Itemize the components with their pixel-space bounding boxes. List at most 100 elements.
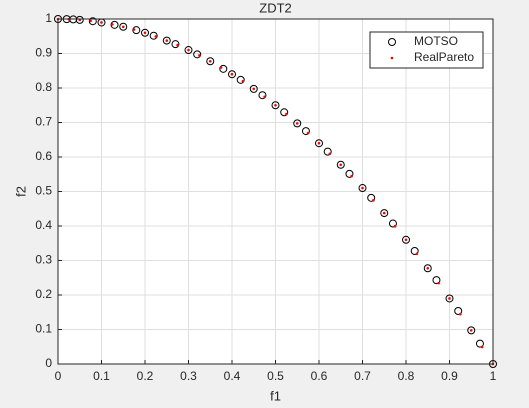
circle-marker [249, 84, 258, 93]
circle-marker [367, 193, 376, 202]
dot-marker [143, 31, 147, 35]
circle-marker [119, 22, 128, 31]
dot-marker [426, 266, 430, 270]
chart-title: ZDT2 [259, 0, 292, 15]
circle-marker [388, 219, 397, 228]
circle-marker [171, 40, 180, 49]
circle-marker [454, 307, 463, 316]
circle-marker [402, 235, 410, 244]
y-tick-label: 0.6 [35, 149, 52, 163]
y-tick-label: 0.4 [35, 218, 52, 232]
circle-marker [141, 28, 149, 37]
dot-marker [459, 312, 462, 316]
dot-marker [176, 43, 179, 47]
circle-marker [184, 46, 193, 55]
circle-marker [271, 101, 280, 110]
circle-marker [280, 108, 289, 117]
y-tick-label: 0.9 [35, 46, 52, 60]
dot-marker [404, 238, 408, 242]
dot-marker [132, 28, 136, 31]
dot-marker [328, 152, 332, 156]
circle-marker [388, 38, 396, 46]
circle-marker [193, 50, 202, 59]
dot-marker [382, 211, 386, 215]
circle-marker [336, 160, 345, 169]
circle-marker [380, 209, 389, 218]
dot-marker [390, 56, 394, 60]
dot-marker [415, 252, 419, 256]
dot-marker [252, 87, 256, 91]
circle-marker [410, 246, 419, 255]
dot-marker [100, 21, 103, 24]
x-tick-label: 0.6 [311, 369, 328, 383]
circle-marker [219, 64, 228, 73]
circle-marker [258, 91, 267, 100]
circle-marker [323, 147, 332, 156]
dot-marker [208, 59, 212, 63]
x-tick-label: 1 [490, 369, 497, 383]
dot-marker [230, 72, 234, 76]
circle-marker [206, 57, 215, 66]
circle-marker [467, 326, 476, 335]
y-tick-label: 0.3 [35, 253, 52, 267]
x-tick-label: 0.9 [441, 369, 458, 383]
circle-marker [475, 339, 484, 348]
x-axis-label: f1 [270, 388, 281, 403]
dot-marker [437, 281, 440, 285]
dot-marker [480, 345, 484, 349]
dot-marker [339, 163, 343, 167]
circle-marker [293, 119, 302, 128]
y-tick-label: 0.8 [35, 80, 52, 94]
circle-marker [236, 75, 245, 84]
circle-marker [301, 127, 310, 136]
dot-marker [274, 103, 277, 107]
circle-marker [88, 17, 97, 26]
circle-marker [75, 15, 84, 24]
legend-box [369, 31, 484, 69]
dot-marker [372, 199, 375, 202]
dot-marker [361, 186, 364, 190]
y-axis-label: f2 [13, 186, 28, 197]
circle-marker [445, 294, 454, 303]
dot-marker [165, 39, 169, 42]
circle-marker [345, 169, 354, 178]
y-tick-label: 0.2 [35, 287, 52, 301]
x-tick-label: 0.8 [398, 369, 415, 383]
legend-label: RealPareto [414, 50, 474, 64]
circle-marker [423, 264, 432, 273]
circle-marker [228, 70, 236, 79]
dot-marker [448, 297, 451, 300]
x-tick-label: 0.3 [180, 369, 197, 383]
y-tick-label: 0.5 [35, 184, 52, 198]
dot-marker [241, 80, 245, 83]
x-tick-label: 0.7 [354, 369, 371, 383]
y-tick-label: 0 [45, 356, 52, 370]
dot-marker [263, 95, 266, 99]
dot-marker [285, 112, 288, 116]
x-tick-label: 0.1 [93, 369, 110, 383]
dot-marker [198, 54, 201, 57]
dot-marker [219, 66, 223, 69]
x-tick-label: 0 [55, 369, 62, 383]
dot-marker [350, 174, 353, 178]
circle-marker [132, 26, 141, 35]
dot-marker [121, 25, 125, 29]
dot-marker [187, 48, 190, 52]
y-tick-label: 0.1 [35, 322, 52, 336]
dot-marker [154, 35, 158, 38]
dot-marker [111, 23, 114, 26]
circle-marker [358, 184, 367, 193]
circle-marker [162, 36, 171, 45]
dot-marker [89, 19, 92, 23]
circle-marker [432, 276, 441, 285]
dot-marker [469, 329, 473, 332]
dot-marker [295, 122, 299, 125]
ticks: 0 0.1 0.2 0.3 0.4 0.5 0.6 0.7 0.8 0.9 1 0 0.1 0.2 0.3 0… [35, 11, 496, 383]
circle-marker [149, 31, 158, 40]
y-tick-label: 0.7 [35, 115, 52, 129]
x-tick-label: 0.2 [137, 369, 154, 383]
x-tick-label: 0.4 [224, 369, 241, 383]
dot-marker [306, 131, 310, 135]
circle-marker [110, 20, 119, 29]
